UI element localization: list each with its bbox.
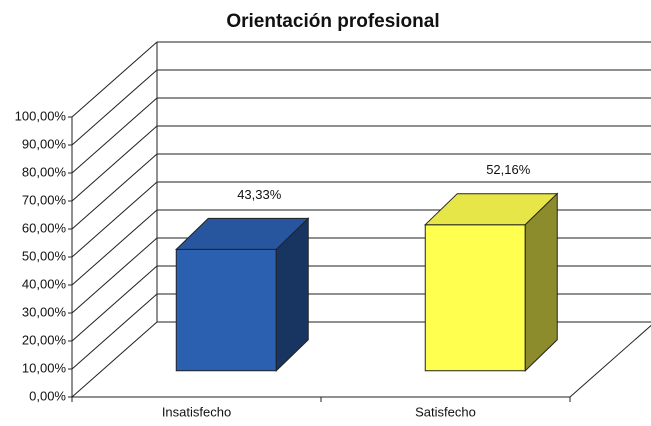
grid-line-side xyxy=(71,237,158,314)
bar-side xyxy=(524,192,558,372)
y-tick-label: 100,00% xyxy=(15,108,67,123)
bar-side xyxy=(275,217,309,372)
y-tick-label: 10,00% xyxy=(22,360,67,375)
grid-line-side xyxy=(71,209,158,286)
y-tick-label: 60,00% xyxy=(22,220,67,235)
value-label: 43,33% xyxy=(237,187,282,202)
y-tick-label: 70,00% xyxy=(22,192,67,207)
y-tick-label: 50,00% xyxy=(22,248,67,263)
y-tick-label: 40,00% xyxy=(22,276,67,291)
y-tick-label: 90,00% xyxy=(22,136,67,151)
y-tick-label: 80,00% xyxy=(22,164,67,179)
bar-front xyxy=(175,248,277,372)
grid-line-side xyxy=(71,97,158,174)
bar-front xyxy=(424,224,526,372)
grid-line-side xyxy=(71,181,158,258)
grid-line-side xyxy=(71,41,158,118)
y-tick-label: 0,00% xyxy=(29,388,66,403)
grid-line-side xyxy=(71,293,158,370)
grid-line-side xyxy=(71,125,158,202)
grid-line-side xyxy=(71,69,158,146)
floor-edge xyxy=(569,324,651,398)
x-tick-label: Insatisfecho xyxy=(162,404,231,419)
grid-line-side xyxy=(71,265,158,342)
y-tick-label: 30,00% xyxy=(22,304,67,319)
x-tick-label: Satisfecho xyxy=(415,404,476,419)
value-label: 52,16% xyxy=(486,162,531,177)
chart-title: Orientación profesional xyxy=(226,11,439,32)
grid-line-side xyxy=(71,321,158,398)
y-tick-label: 20,00% xyxy=(22,332,67,347)
grid-line-side xyxy=(71,153,158,230)
